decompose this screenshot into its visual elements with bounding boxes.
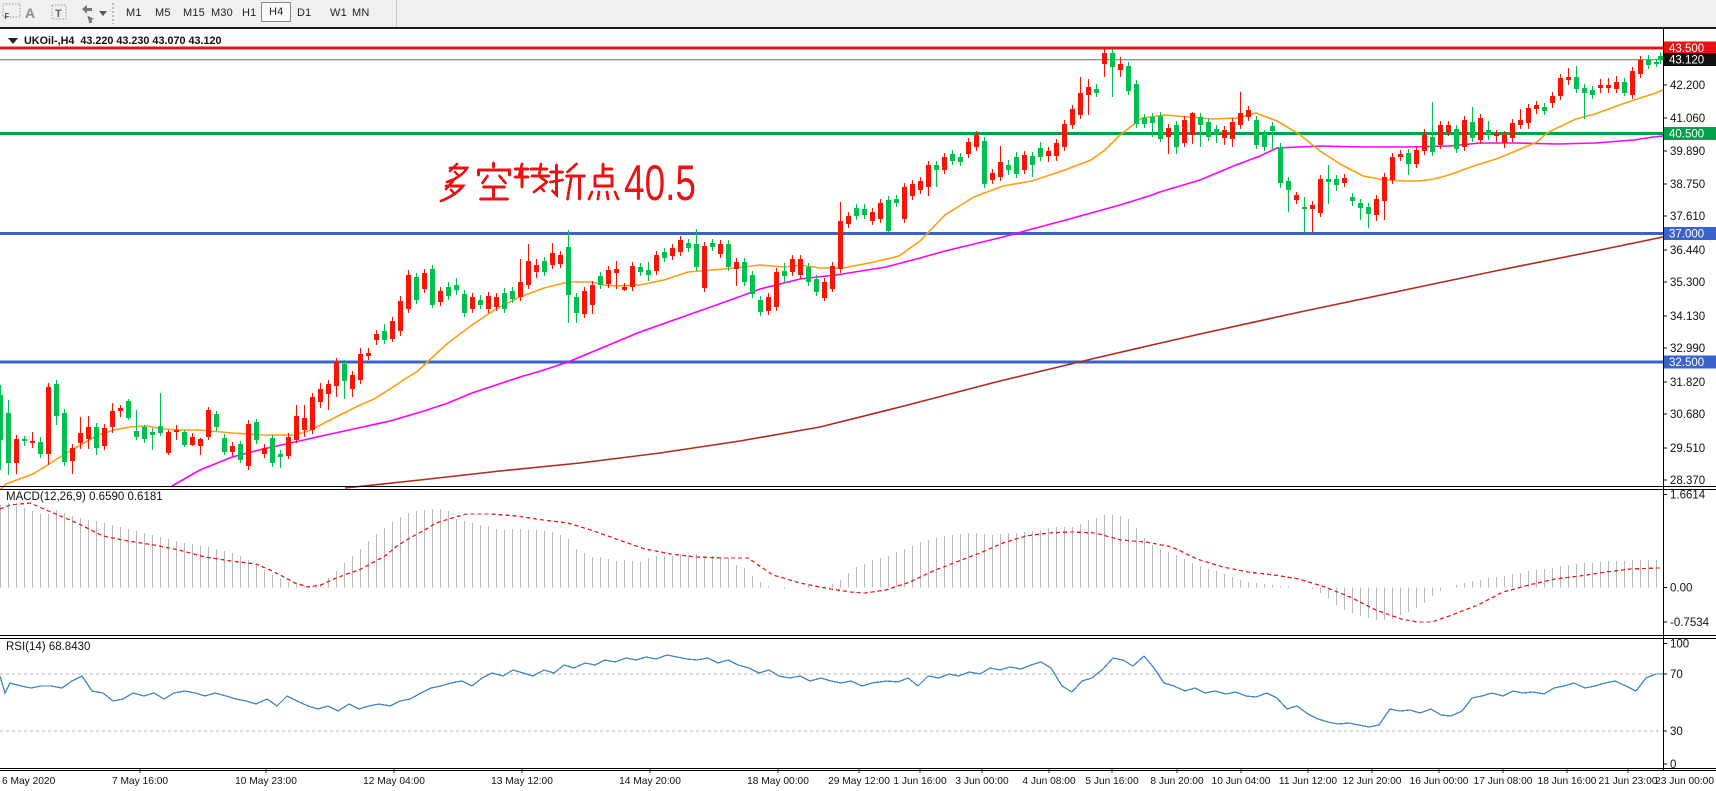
svg-text:35.300: 35.300	[1670, 277, 1705, 289]
svg-text:29.510: 29.510	[1670, 443, 1705, 455]
svg-text:41.060: 41.060	[1670, 113, 1705, 125]
svg-text:16 Jun 00:00: 16 Jun 00:00	[1410, 776, 1469, 787]
svg-text:6 May 2020: 6 May 2020	[2, 776, 56, 787]
svg-text:17 Jun 08:00: 17 Jun 08:00	[1474, 776, 1533, 787]
svg-text:39.890: 39.890	[1670, 146, 1705, 158]
svg-text:18 May 00:00: 18 May 00:00	[747, 776, 809, 787]
svg-text:18 Jun 16:00: 18 Jun 16:00	[1538, 776, 1597, 787]
svg-text:11 Jun 12:00: 11 Jun 12:00	[1279, 776, 1337, 787]
svg-text:40.5: 40.5	[624, 156, 696, 212]
svg-text:37.610: 37.610	[1670, 211, 1705, 223]
svg-text:MACD(12,26,9) 0.6590 0.6181: MACD(12,26,9) 0.6590 0.6181	[6, 491, 163, 503]
svg-text:34.130: 34.130	[1670, 311, 1705, 323]
svg-text:5 Jun 16:00: 5 Jun 16:00	[1085, 776, 1139, 787]
svg-text:23 Jun 00:00: 23 Jun 00:00	[1655, 776, 1714, 787]
svg-text:T: T	[55, 8, 62, 20]
svg-text:A: A	[25, 5, 35, 21]
svg-text:21 Jun 23:00: 21 Jun 23:00	[1599, 776, 1658, 787]
svg-text:13 May 12:00: 13 May 12:00	[491, 776, 553, 787]
svg-text:7 May 16:00: 7 May 16:00	[112, 776, 168, 787]
svg-text:1 Jun 16:00: 1 Jun 16:00	[893, 776, 947, 787]
svg-text:0.00: 0.00	[1670, 583, 1692, 595]
svg-text:37.000: 37.000	[1669, 229, 1704, 241]
svg-text:30.680: 30.680	[1670, 409, 1705, 421]
svg-text:32.500: 32.500	[1669, 357, 1704, 369]
svg-text:100: 100	[1670, 639, 1689, 651]
svg-text:31.820: 31.820	[1670, 377, 1705, 389]
svg-text:UKOil-,H4 43.220 43.230 43.07: UKOil-,H4 43.220 43.230 43.070 43.120	[24, 35, 221, 47]
svg-text:10 Jun 04:00: 10 Jun 04:00	[1212, 776, 1271, 787]
svg-text:36.440: 36.440	[1670, 245, 1705, 257]
svg-text:40.500: 40.500	[1669, 129, 1704, 141]
svg-text:-0.7534: -0.7534	[1670, 617, 1710, 629]
svg-text:42.200: 42.200	[1670, 80, 1705, 92]
svg-text:RSI(14) 68.8430: RSI(14) 68.8430	[6, 641, 90, 653]
svg-text:30: 30	[1670, 726, 1683, 738]
svg-text:29 May 12:00: 29 May 12:00	[828, 776, 890, 787]
svg-text:8 Jun 20:00: 8 Jun 20:00	[1150, 776, 1204, 787]
svg-text:43.120: 43.120	[1669, 55, 1704, 67]
svg-text:12 Jun 20:00: 12 Jun 20:00	[1343, 776, 1402, 787]
svg-text:F: F	[5, 12, 10, 21]
svg-text:38.750: 38.750	[1670, 179, 1705, 191]
svg-text:43.500: 43.500	[1669, 43, 1704, 55]
svg-text:32.990: 32.990	[1670, 343, 1705, 355]
svg-text:1.6614: 1.6614	[1670, 490, 1706, 502]
svg-text:70: 70	[1670, 669, 1683, 681]
svg-text:0: 0	[1670, 759, 1676, 771]
svg-text:10 May 23:00: 10 May 23:00	[235, 776, 297, 787]
svg-text:28.370: 28.370	[1670, 475, 1705, 487]
svg-text:12 May 04:00: 12 May 04:00	[363, 776, 425, 787]
svg-text:14 May 20:00: 14 May 20:00	[619, 776, 681, 787]
svg-text:3 Jun 00:00: 3 Jun 00:00	[955, 776, 1009, 787]
svg-text:4 Jun 08:00: 4 Jun 08:00	[1022, 776, 1076, 787]
